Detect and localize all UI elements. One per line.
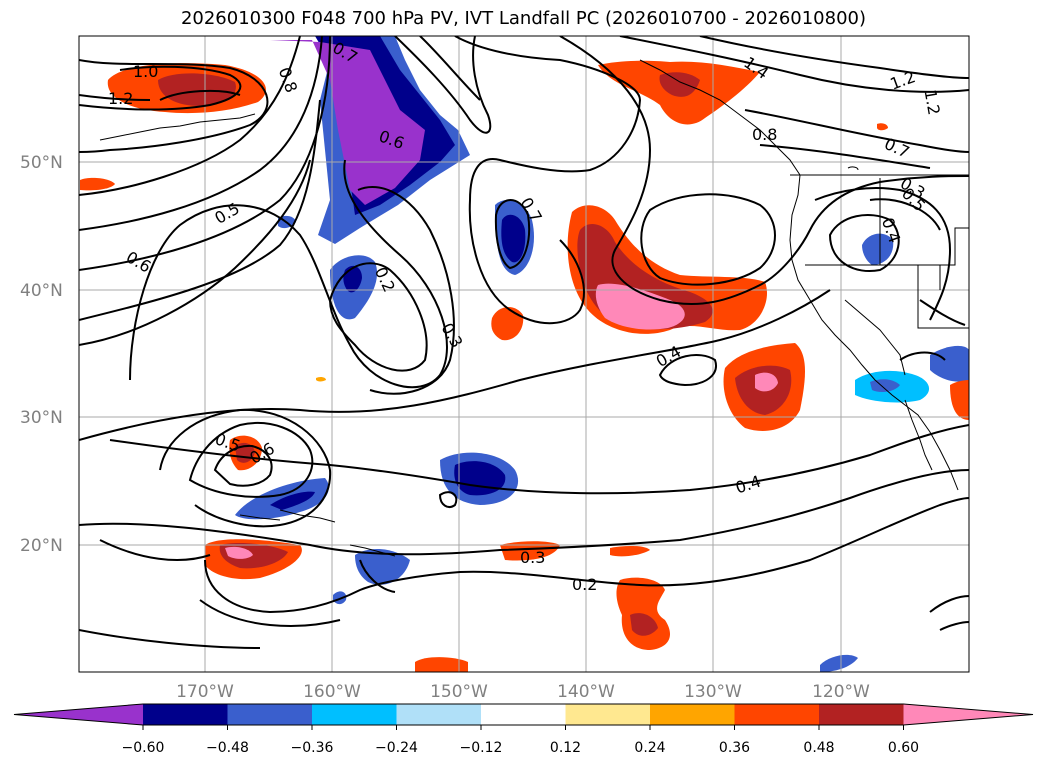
lon-label-160w: 160°W: [303, 682, 361, 702]
colorbar-tick-label: 0.12: [550, 740, 581, 756]
colorbar-tick-label: 0.60: [888, 740, 919, 756]
lon-label-140w: 140°W: [557, 682, 615, 702]
contour-label: 0.4: [653, 342, 685, 371]
contour-label: 1.2: [108, 89, 133, 108]
map-frame: [78, 35, 970, 673]
lon-label-130w: 130°W: [684, 682, 742, 702]
negative-pv-shading: [190, 36, 969, 672]
colorbar-segment: [227, 704, 313, 725]
colorbar-segment: [565, 704, 651, 725]
pv-contours: [79, 36, 969, 649]
contour-label: 0.8: [752, 125, 777, 144]
contour-label: 0.2: [572, 575, 597, 594]
colorbar-segment: [481, 704, 566, 725]
contour-label: 0.5: [211, 199, 243, 228]
map-title: 2026010300 F048 700 hPa PV, IVT Landfall…: [180, 8, 867, 29]
lat-label-30n: 30°N: [20, 408, 63, 428]
colorbar-segment: [143, 704, 228, 725]
colorbar-extend-max: [903, 704, 1033, 725]
colorbar-tick-label: −0.24: [375, 740, 418, 756]
graticule-grid: [79, 36, 969, 672]
lon-label-150w: 150°W: [430, 682, 488, 702]
contour-label: 0.4: [733, 472, 763, 498]
contour-label: 1.2: [887, 67, 917, 94]
longitude-labels: 170°W 160°W 150°W 140°W 130°W 120°W: [176, 682, 870, 702]
colorbar-segment: [734, 704, 820, 725]
colorbar-tick-label: −0.12: [460, 740, 503, 756]
contour-label: 1.2: [921, 88, 944, 116]
colorbar-tick-label: 0.36: [719, 740, 750, 756]
coastlines: [99, 59, 969, 557]
colorbar-segment: [396, 704, 482, 725]
lat-label-50n: 50°N: [20, 153, 63, 173]
positive-pv-shading: [80, 60, 969, 672]
colorbar-extend-min: [14, 704, 143, 725]
colorbar-segment: [650, 704, 735, 725]
lon-label-120w: 120°W: [812, 682, 870, 702]
lat-label-20n: 20°N: [20, 536, 63, 556]
contour-label: 0.3: [520, 548, 545, 567]
contour-label: 0.3: [437, 320, 466, 352]
colorbar-segment: [312, 704, 397, 725]
latitude-labels: 50°N 40°N 30°N 20°N: [20, 153, 63, 556]
contour-label: 1.0: [133, 62, 158, 81]
colorbar-tick-label: −0.48: [206, 740, 249, 756]
contour-labels: 1.0 1.2 0.8 0.7 0.6 0.5 0.6 0.2 0.3 0.7 …: [108, 38, 944, 594]
colorbar-segment: [819, 704, 904, 725]
lon-label-170w: 170°W: [176, 682, 234, 702]
colorbar-tick-label: −0.36: [291, 740, 334, 756]
lat-label-40n: 40°N: [20, 281, 63, 301]
colorbar-tick-label: 0.48: [803, 740, 834, 756]
colorbar-tick-label: 0.24: [634, 740, 665, 756]
colorbar: [13, 703, 1034, 726]
colorbar-tick-label: −0.60: [122, 740, 165, 756]
colorbar-ticks: −0.60 −0.48 −0.36 −0.24 −0.12 0.12 0.24 0.36 0.4…: [122, 725, 919, 756]
